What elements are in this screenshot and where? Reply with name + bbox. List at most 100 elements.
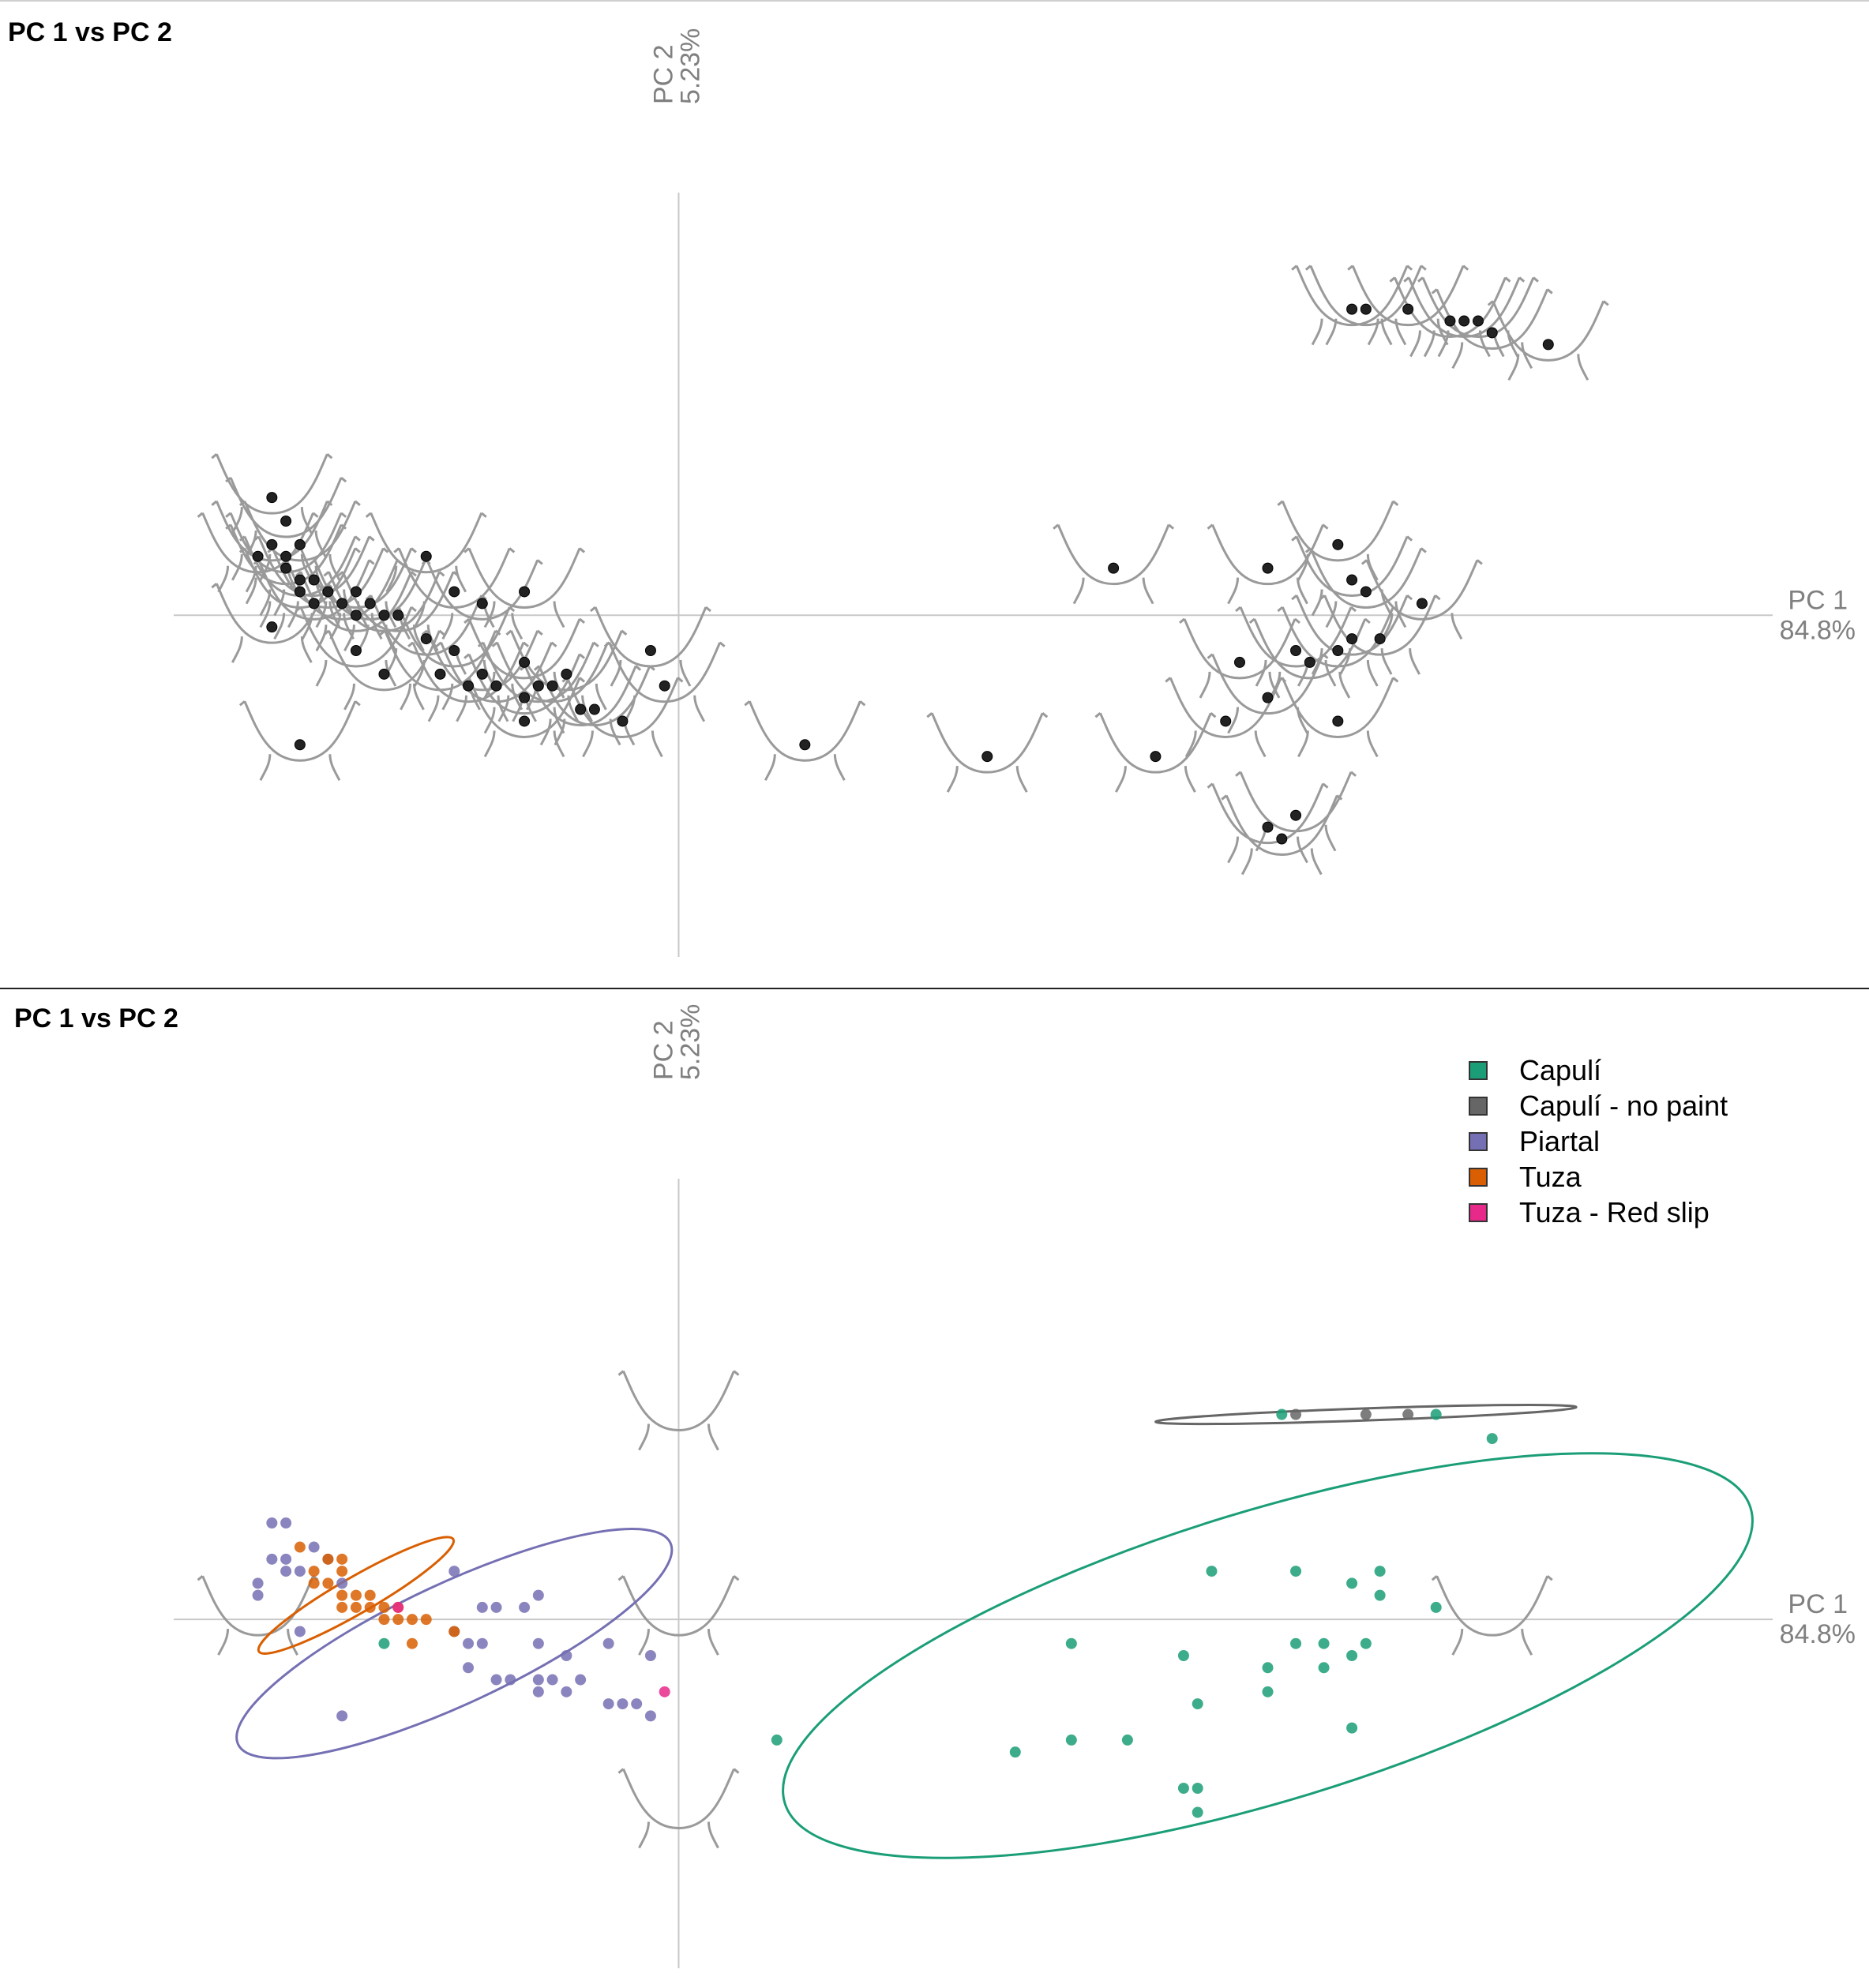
data-point xyxy=(336,1601,348,1613)
data-point xyxy=(448,645,460,656)
data-point xyxy=(252,1577,264,1589)
data-point xyxy=(1486,327,1498,339)
data-point xyxy=(294,739,306,751)
data-point xyxy=(294,1541,306,1553)
data-point xyxy=(519,715,531,727)
shape-outline xyxy=(211,500,333,581)
data-point xyxy=(490,1601,502,1613)
data-point xyxy=(350,645,362,656)
data-point xyxy=(659,1686,670,1697)
data-point xyxy=(532,1589,544,1601)
data-point xyxy=(420,1614,432,1626)
data-point xyxy=(981,751,993,763)
data-point xyxy=(1430,1601,1442,1613)
data-point xyxy=(420,633,432,645)
data-point xyxy=(1346,1722,1358,1734)
data-point xyxy=(617,1698,629,1710)
data-point xyxy=(280,562,292,574)
data-point xyxy=(308,1541,320,1553)
data-point xyxy=(336,1710,348,1722)
data-point xyxy=(1009,1746,1021,1758)
reference-outline xyxy=(617,1575,740,1656)
data-point xyxy=(280,550,292,562)
data-point xyxy=(1318,1637,1330,1649)
data-point xyxy=(1290,645,1302,656)
legend-item: Capulí xyxy=(1469,1052,1728,1088)
data-point xyxy=(476,1601,488,1613)
data-point xyxy=(308,1577,320,1589)
data-point xyxy=(1430,1408,1442,1420)
data-point xyxy=(336,1589,348,1601)
data-point xyxy=(406,1637,418,1649)
confidence-ellipse xyxy=(235,1528,674,1760)
data-point xyxy=(1290,809,1302,821)
data-point xyxy=(406,1614,418,1626)
confidence-ellipse xyxy=(257,1536,456,1655)
shape-outline xyxy=(561,677,684,758)
legend: Capulí Capulí - no paint Piartal Tuza Tuza -… xyxy=(1469,1052,1728,1230)
shape-outline xyxy=(1277,606,1399,687)
legend-item: Tuza - Red slip xyxy=(1469,1195,1728,1230)
data-point xyxy=(644,1650,656,1661)
data-point xyxy=(644,1710,656,1722)
data-point xyxy=(1360,1637,1372,1649)
data-point xyxy=(1177,1650,1189,1661)
shape-outline xyxy=(1319,594,1441,675)
data-point xyxy=(463,1637,475,1649)
legend-item: Piartal xyxy=(1469,1123,1728,1159)
data-point xyxy=(378,610,390,621)
data-point xyxy=(799,739,811,751)
shape-outline xyxy=(1235,771,1357,852)
data-point xyxy=(448,586,460,598)
legend-swatch xyxy=(1469,1202,1488,1222)
data-point xyxy=(1065,1734,1077,1746)
shape-outline xyxy=(238,700,361,781)
data-point xyxy=(266,1553,278,1565)
data-point xyxy=(561,668,572,680)
data-point xyxy=(266,1517,278,1529)
data-point xyxy=(561,1686,572,1697)
data-point xyxy=(434,668,446,680)
data-point xyxy=(1346,633,1358,645)
confidence-ellipse xyxy=(1154,1404,1578,1426)
shape-outline xyxy=(463,547,586,628)
data-point xyxy=(575,1674,587,1686)
legend-item: Tuza xyxy=(1469,1159,1728,1195)
shape-outline xyxy=(1304,264,1427,346)
legend-label: Tuza xyxy=(1519,1160,1582,1193)
data-point xyxy=(1220,715,1232,727)
shape-outline xyxy=(520,665,642,746)
data-point xyxy=(266,492,278,504)
data-point xyxy=(519,656,531,668)
data-point xyxy=(1192,1783,1203,1794)
data-point xyxy=(1332,538,1344,550)
confidence-ellipse xyxy=(782,1452,1754,1859)
shape-outline xyxy=(477,641,599,722)
shape-outline xyxy=(1221,794,1343,876)
reference-outlines xyxy=(197,1370,1553,1849)
panel-title: PC 1 vs PC 2 xyxy=(8,17,172,47)
data-point xyxy=(280,1566,292,1577)
panel-top: PC 1 vs PC 2 PC 1 84.8% PC 2 5.23% xyxy=(0,0,1869,987)
data-point xyxy=(392,1601,404,1613)
shape-outline xyxy=(1277,677,1399,758)
shape-outline xyxy=(1431,288,1553,369)
shape-outline xyxy=(1291,264,1413,346)
shape-outline xyxy=(1360,559,1483,640)
data-point xyxy=(322,1553,334,1565)
shape-outline xyxy=(1179,617,1300,699)
axes xyxy=(174,1179,1773,1968)
data-point xyxy=(1234,656,1245,668)
data-point xyxy=(1360,1408,1372,1420)
data-point xyxy=(448,1626,460,1637)
data-point xyxy=(336,1553,348,1565)
data-point xyxy=(1290,1637,1302,1649)
data-point xyxy=(561,1650,572,1661)
data-point xyxy=(644,645,656,656)
shape-outline xyxy=(744,700,866,781)
data-point xyxy=(378,1601,390,1613)
legend-label: Capulí - no paint xyxy=(1519,1089,1728,1122)
data-point xyxy=(532,1686,544,1697)
shape-outline xyxy=(253,559,375,640)
data-point xyxy=(1206,1566,1218,1577)
